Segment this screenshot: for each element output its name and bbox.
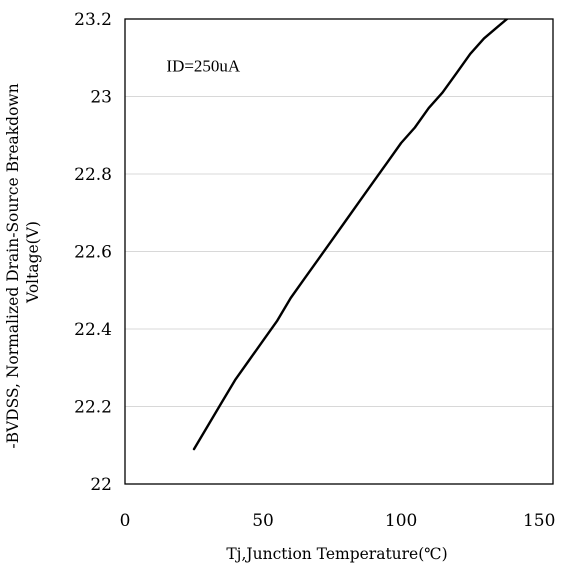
annotation-id-current: ID=250uA xyxy=(166,57,241,76)
x-tick-label: 0 xyxy=(120,511,131,531)
series-layer xyxy=(192,19,509,451)
grid-lines xyxy=(125,96,553,407)
x-tick-labels: 0 50 100 150 xyxy=(120,511,556,531)
x-tick-label: 100 xyxy=(385,511,417,531)
x-tick-label: 50 xyxy=(252,511,274,531)
y-tick-label: 22 xyxy=(90,475,112,495)
y-axis-title-line-1: -BVDSS, Normalized Drain-Source Breakdow… xyxy=(4,83,22,448)
y-tick-label: 22.6 xyxy=(74,243,112,263)
y-axis-title-line-2: Voltage(V) xyxy=(24,221,42,304)
y-tick-label: 23.2 xyxy=(74,10,112,30)
x-tick-label: 150 xyxy=(523,511,555,531)
x-axis-title: Tj,Junction Temperature(℃) xyxy=(226,545,447,563)
y-tick-label: 22.2 xyxy=(74,398,112,418)
y-tick-label: 22.4 xyxy=(74,320,112,340)
y-axis-title: -BVDSS, Normalized Drain-Source Breakdow… xyxy=(4,83,42,448)
series-line-0 xyxy=(192,19,509,451)
plot-area-frame xyxy=(124,18,554,485)
y-tick-label: 23 xyxy=(90,88,112,108)
y-tick-label: 22.8 xyxy=(74,165,112,185)
y-tick-labels: 22 22.2 22.4 22.6 22.8 23 23.2 xyxy=(74,10,112,495)
